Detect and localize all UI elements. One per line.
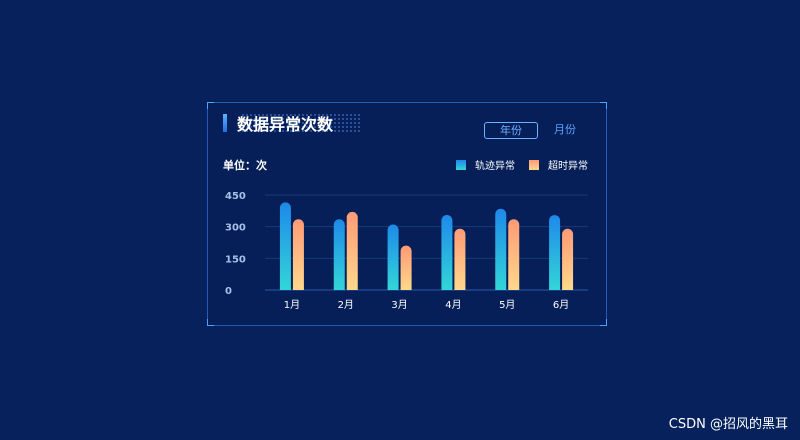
chart-legend: 轨迹异常 超时异常: [442, 157, 588, 172]
y-tick-label: 450: [225, 191, 246, 202]
x-category-label: 6月: [553, 299, 569, 311]
tab-year[interactable]: 年份: [484, 122, 538, 139]
bar-timeout-anomaly[interactable]: [400, 245, 412, 290]
x-category-label: 4月: [445, 299, 461, 311]
bar-track-anomaly[interactable]: [549, 215, 561, 290]
y-tick-label: 300: [225, 223, 246, 234]
bar-timeout-anomaly[interactable]: [346, 211, 358, 290]
legend-item-timeout[interactable]: 超时异常: [529, 157, 588, 172]
x-category-label: 5月: [499, 299, 515, 311]
bar-track-anomaly[interactable]: [495, 208, 507, 290]
y-tick-label: 0: [225, 286, 232, 297]
legend-item-track[interactable]: 轨迹异常: [456, 157, 515, 172]
x-category-label: 1月: [284, 299, 300, 311]
unit-label: 单位：次: [223, 159, 267, 172]
watermark: CSDN @招风的黑耳: [668, 417, 788, 432]
x-category-label: 3月: [391, 299, 407, 311]
title-accent-bar: [223, 114, 227, 132]
panel-corner-bottom-right: [600, 319, 607, 326]
legend-label-track: 轨迹异常: [475, 161, 515, 172]
bar-timeout-anomaly[interactable]: [454, 228, 466, 290]
bar-timeout-anomaly[interactable]: [562, 228, 574, 290]
x-category-label: 2月: [338, 299, 354, 311]
panel-corner-top-left: [207, 102, 214, 109]
bar-track-anomaly[interactable]: [279, 202, 291, 290]
legend-swatch-timeout: [529, 159, 539, 170]
panel-title: 数据异常次数: [237, 115, 334, 134]
y-tick-label: 150: [225, 254, 246, 265]
bar-track-anomaly[interactable]: [441, 215, 453, 290]
period-tabs: 年份 月份: [484, 122, 592, 139]
tab-month[interactable]: 月份: [554, 123, 576, 136]
bar-chart: 0 150 300 450 1月 2月 3月 4月 5月 6月: [225, 191, 588, 311]
bar-track-anomaly[interactable]: [387, 224, 399, 290]
title-dot-pattern: [241, 113, 361, 133]
legend-label-timeout: 超时异常: [548, 161, 588, 172]
bar-timeout-anomaly[interactable]: [508, 219, 520, 290]
legend-swatch-track: [456, 159, 466, 170]
bar-timeout-anomaly[interactable]: [292, 219, 304, 290]
panel-corner-top-right: [600, 102, 607, 109]
panel-corner-bottom-left: [207, 319, 214, 326]
panel-title-bar: 数据异常次数: [223, 112, 361, 134]
bar-track-anomaly[interactable]: [333, 219, 345, 290]
chart-panel: 数据异常次数 年份 月份 单位：次 轨迹异常 超时异常 0 150 300 450 1月…: [207, 102, 607, 326]
